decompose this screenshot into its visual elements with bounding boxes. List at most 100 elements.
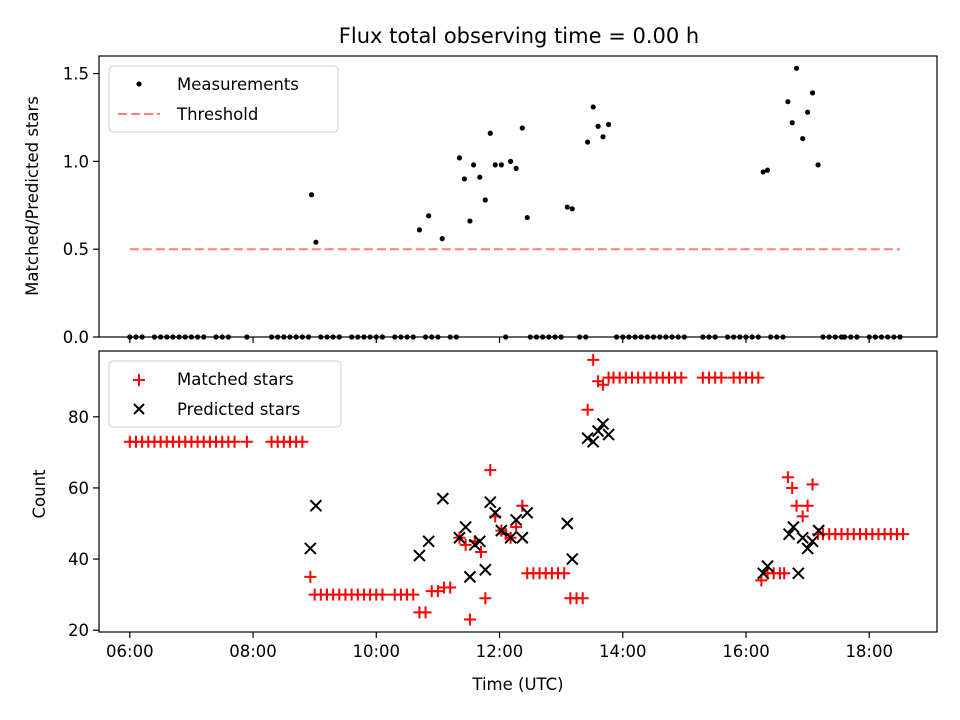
measurement-point xyxy=(595,123,601,129)
predicted-star-point xyxy=(586,435,600,448)
bottom-plot-area: 06:00 08:00 10:00 12:00 14:00 16:00 18:00 20 40 6… xyxy=(68,353,910,661)
measurement-point xyxy=(426,213,432,219)
bottom-y-tick-label: 60 xyxy=(68,479,89,498)
measurement-point xyxy=(308,192,315,198)
matched-star-point xyxy=(463,613,476,626)
measurement-point xyxy=(313,239,319,245)
matched-star-point xyxy=(897,528,910,541)
x-axis-label: Time (UTC) xyxy=(471,675,563,694)
bottom-y-tick-label: 80 xyxy=(68,408,89,427)
matched-star-point xyxy=(790,499,803,512)
measurement-point xyxy=(785,99,791,105)
measurement-point xyxy=(508,158,514,164)
measurement-point xyxy=(498,162,504,168)
predicted-star-point xyxy=(413,549,426,562)
predicted-star-point xyxy=(422,535,435,548)
matched-star-point xyxy=(786,481,799,494)
measurement-point xyxy=(467,218,473,224)
measurement-point xyxy=(524,214,530,221)
predicted-star-point xyxy=(473,535,487,548)
legend-threshold-label: Threshold xyxy=(176,105,258,124)
measurement-point xyxy=(805,109,811,115)
matched-star-point xyxy=(516,499,529,512)
legend-predicted-marker xyxy=(133,403,145,415)
bottom-x-tick-label: 14:00 xyxy=(599,642,647,661)
legend-measurements-label: Measurements xyxy=(177,75,299,94)
matched-star-point xyxy=(801,499,814,512)
measurement-point xyxy=(439,236,445,242)
matched-star-point xyxy=(431,585,444,598)
top-y-tick-label: 0.0 xyxy=(63,328,89,347)
matched-star-point xyxy=(781,471,794,484)
bottom-legend-box xyxy=(108,360,342,428)
matched-star-point xyxy=(510,521,523,534)
top-legend: Measurements Threshold xyxy=(108,65,339,133)
measurement-point xyxy=(456,155,463,161)
legend-matched-label: Matched stars xyxy=(177,370,294,389)
matched-star-point xyxy=(479,592,492,605)
measurement-point xyxy=(482,197,488,203)
bottom-x-tick-label: 08:00 xyxy=(229,642,277,661)
legend-measurements-marker xyxy=(136,81,142,87)
bottom-x-tick-label: 16:00 xyxy=(722,642,770,661)
matched-star-point xyxy=(475,545,488,558)
predicted-star-point xyxy=(495,524,508,537)
matched-star-point xyxy=(444,581,457,594)
matched-star-point xyxy=(484,464,497,477)
bottom-x-tick-label: 18:00 xyxy=(845,642,893,661)
predicted-star-point xyxy=(792,567,805,580)
predicted-star-point xyxy=(591,424,605,438)
measurement-point xyxy=(764,167,771,173)
predicted-star-point xyxy=(596,417,610,431)
predicted-star-point xyxy=(504,531,517,544)
bottom-x-tick-label: 10:00 xyxy=(352,642,400,661)
bottom-y-tick-label: 20 xyxy=(68,621,89,640)
matched-star-point xyxy=(576,592,589,605)
measurement-point xyxy=(477,174,483,180)
measurement-point xyxy=(569,206,575,212)
matched-star-point xyxy=(581,403,594,416)
matched-star-point xyxy=(407,588,420,601)
measurement-point xyxy=(789,120,795,126)
top-y-tick-label: 0.5 xyxy=(63,240,89,259)
predicted-star-point xyxy=(812,524,825,537)
matched-star-point xyxy=(597,378,610,391)
matched-star-point xyxy=(459,538,472,551)
predicted-star-point xyxy=(309,499,323,512)
predicted-star-point xyxy=(581,431,594,445)
predicted-star-point xyxy=(796,531,809,544)
matched-star-point xyxy=(675,371,688,384)
predicted-star-point xyxy=(561,517,574,530)
matched-star-point xyxy=(796,510,809,523)
measurement-point xyxy=(585,139,591,145)
measurement-point xyxy=(793,65,800,71)
matched-star-point xyxy=(778,567,791,580)
measurement-point xyxy=(461,176,467,182)
top-y-axis-label: Matched/Predicted stars xyxy=(23,96,42,296)
matched-star-point xyxy=(376,588,389,601)
legend-matched-marker xyxy=(133,374,145,386)
measurement-point xyxy=(471,162,477,168)
predicted-star-point xyxy=(453,531,466,544)
matched-star-point xyxy=(587,353,600,366)
matched-star-point xyxy=(558,567,571,580)
predicted-star-point xyxy=(521,506,534,520)
measurement-point xyxy=(487,130,493,136)
matched-star-point xyxy=(752,371,765,384)
chart-title: Flux total observing time = 0.00 h xyxy=(339,24,699,48)
predicted-star-point xyxy=(566,552,579,566)
predicted-star-point xyxy=(782,527,796,541)
predicted-star-point xyxy=(806,535,819,548)
predicted-star-point xyxy=(479,563,492,576)
measurement-point xyxy=(416,227,423,233)
bottom-x-tick-label: 06:00 xyxy=(106,642,154,661)
predicted-star-point xyxy=(602,428,615,441)
matched-star-point xyxy=(715,371,728,384)
measurement-point xyxy=(809,90,816,96)
predicted-star-point xyxy=(787,520,800,534)
top-y-tick-label: 1.5 xyxy=(63,65,89,84)
bottom-y-tick-label: 40 xyxy=(68,550,89,569)
measurement-point xyxy=(815,162,821,168)
measurement-point xyxy=(519,125,525,131)
matched-star-point xyxy=(240,435,253,448)
